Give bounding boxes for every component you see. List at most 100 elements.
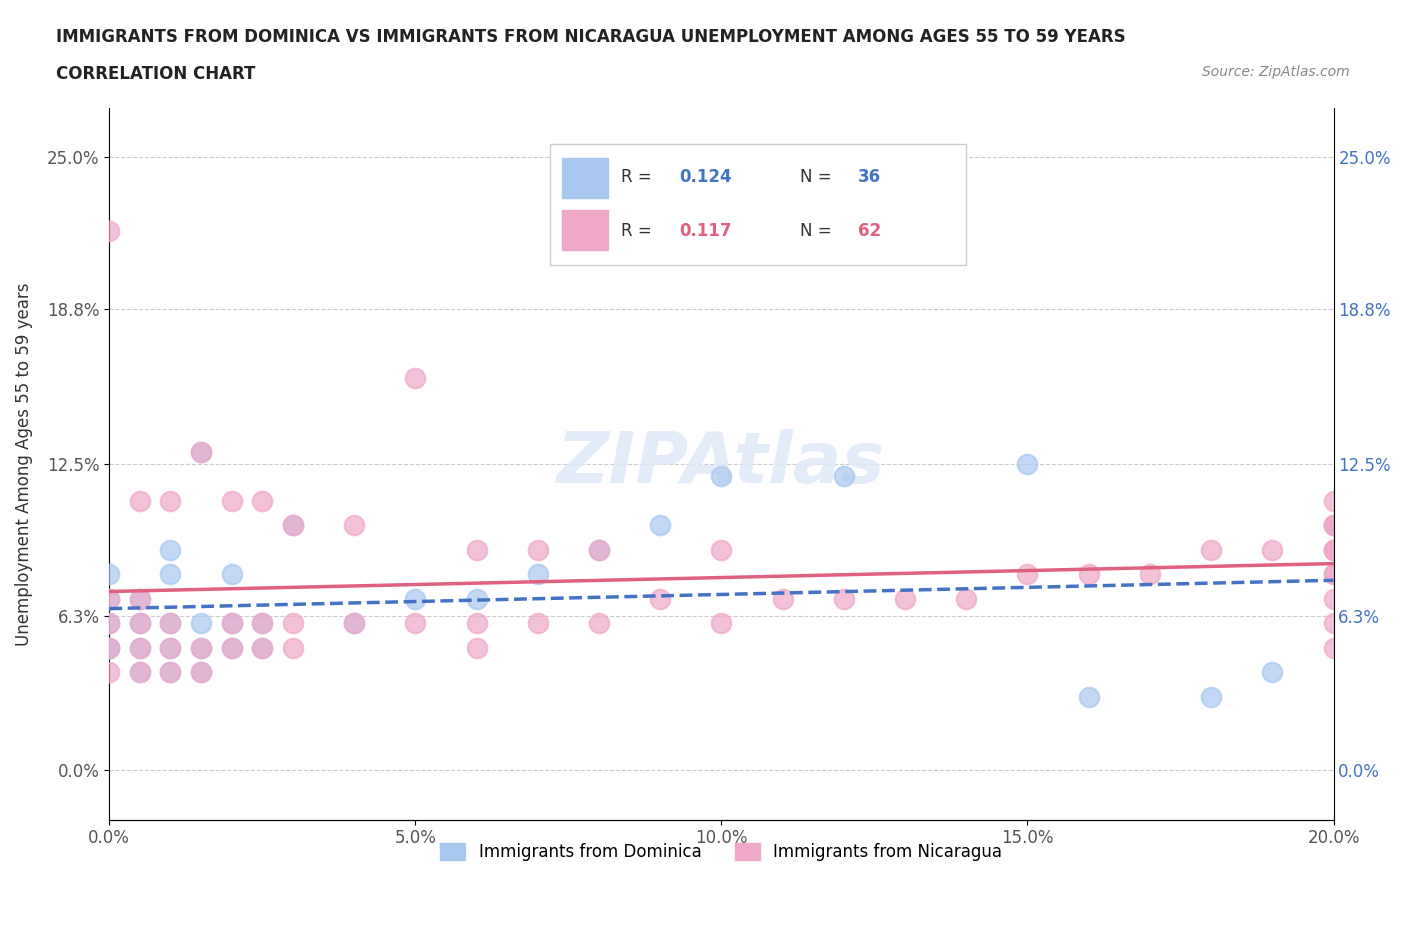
Point: [221, 641, 243, 656]
Point: [465, 542, 488, 557]
Point: [1322, 518, 1344, 533]
Point: [159, 566, 181, 581]
Point: [221, 616, 243, 631]
Point: [221, 493, 243, 508]
Point: [343, 616, 366, 631]
Point: [1322, 518, 1344, 533]
Point: [128, 616, 150, 631]
Point: [252, 493, 274, 508]
Point: [1322, 641, 1344, 656]
Point: [1017, 457, 1039, 472]
Point: [98, 566, 121, 581]
Point: [98, 616, 121, 631]
Point: [1322, 542, 1344, 557]
Point: [1139, 566, 1161, 581]
Point: [98, 591, 121, 606]
Point: [159, 493, 181, 508]
Point: [1077, 689, 1099, 704]
Point: [221, 566, 243, 581]
Point: [894, 591, 917, 606]
Point: [281, 616, 304, 631]
Point: [159, 616, 181, 631]
Point: [343, 616, 366, 631]
Point: [190, 641, 212, 656]
Point: [1077, 566, 1099, 581]
Point: [98, 665, 121, 680]
Point: [159, 542, 181, 557]
Point: [159, 641, 181, 656]
Point: [1322, 542, 1344, 557]
Point: [1322, 591, 1344, 606]
Point: [710, 469, 733, 484]
Point: [404, 591, 426, 606]
Point: [404, 370, 426, 385]
Point: [404, 616, 426, 631]
Point: [1322, 542, 1344, 557]
Legend: Immigrants from Dominica, Immigrants from Nicaragua: Immigrants from Dominica, Immigrants fro…: [434, 837, 1010, 868]
Point: [650, 591, 672, 606]
Point: [465, 591, 488, 606]
Point: [1322, 518, 1344, 533]
Point: [343, 518, 366, 533]
Point: [159, 665, 181, 680]
Point: [221, 616, 243, 631]
Y-axis label: Unemployment Among Ages 55 to 59 years: Unemployment Among Ages 55 to 59 years: [15, 282, 32, 645]
Point: [159, 616, 181, 631]
Point: [588, 542, 610, 557]
Point: [281, 518, 304, 533]
Point: [190, 665, 212, 680]
Point: [1261, 665, 1284, 680]
Point: [128, 641, 150, 656]
Point: [832, 469, 855, 484]
Point: [190, 616, 212, 631]
Point: [710, 542, 733, 557]
Text: ZIPAtlas: ZIPAtlas: [557, 430, 886, 498]
Point: [772, 591, 794, 606]
Point: [465, 616, 488, 631]
Point: [955, 591, 977, 606]
Point: [159, 641, 181, 656]
Point: [98, 641, 121, 656]
Point: [1199, 542, 1222, 557]
Point: [588, 542, 610, 557]
Point: [252, 641, 274, 656]
Point: [710, 616, 733, 631]
Point: [98, 223, 121, 238]
Point: [1322, 518, 1344, 533]
Point: [1261, 542, 1284, 557]
Point: [1322, 566, 1344, 581]
Point: [588, 616, 610, 631]
Point: [1322, 493, 1344, 508]
Point: [190, 444, 212, 458]
Point: [98, 616, 121, 631]
Point: [190, 665, 212, 680]
Point: [650, 518, 672, 533]
Point: [252, 616, 274, 631]
Point: [128, 665, 150, 680]
Text: CORRELATION CHART: CORRELATION CHART: [56, 65, 256, 83]
Point: [190, 444, 212, 458]
Point: [128, 591, 150, 606]
Point: [128, 665, 150, 680]
Point: [98, 641, 121, 656]
Point: [526, 616, 548, 631]
Point: [526, 542, 548, 557]
Point: [832, 591, 855, 606]
Point: [98, 591, 121, 606]
Point: [190, 641, 212, 656]
Point: [281, 641, 304, 656]
Point: [128, 616, 150, 631]
Point: [252, 616, 274, 631]
Point: [1017, 566, 1039, 581]
Text: Source: ZipAtlas.com: Source: ZipAtlas.com: [1202, 65, 1350, 79]
Point: [128, 641, 150, 656]
Point: [128, 493, 150, 508]
Point: [252, 641, 274, 656]
Point: [159, 665, 181, 680]
Point: [1322, 566, 1344, 581]
Point: [465, 641, 488, 656]
Point: [98, 641, 121, 656]
Point: [1199, 689, 1222, 704]
Text: IMMIGRANTS FROM DOMINICA VS IMMIGRANTS FROM NICARAGUA UNEMPLOYMENT AMONG AGES 55: IMMIGRANTS FROM DOMINICA VS IMMIGRANTS F…: [56, 28, 1126, 46]
Point: [221, 641, 243, 656]
